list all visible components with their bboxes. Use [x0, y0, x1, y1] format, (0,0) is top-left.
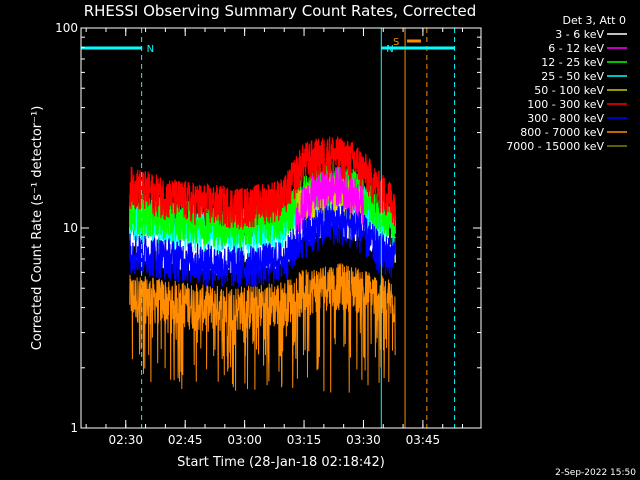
legend-entry-label: 3 - 6 keV — [555, 28, 604, 41]
series-trace — [129, 136, 396, 230]
annotation-label: S — [393, 37, 399, 48]
series-6-12-kev — [295, 166, 365, 241]
legend-entry-label: 7000 - 15000 keV — [506, 140, 604, 153]
annotation-label: N — [147, 44, 154, 55]
series-trace — [129, 204, 396, 289]
y-tick-label: 1 — [70, 421, 78, 435]
x-axis-label: Start Time (28-Jan-18 02:18:42) — [177, 455, 385, 470]
legend-title: Det 3, Att 0 — [563, 14, 627, 27]
x-tick-label: 03:00 — [227, 433, 262, 447]
legend-entry-label: 12 - 25 keV — [541, 56, 604, 69]
series-trace — [129, 263, 396, 393]
y-tick-label: 10 — [63, 221, 78, 235]
series-layer — [129, 136, 396, 393]
x-tick-label: 03:45 — [406, 433, 441, 447]
axis-layer: 02:30 02:45 03:00 03:15 03:30 03:45 1 10 100 — [55, 21, 481, 447]
legend-entry-label: 300 - 800 keV — [527, 112, 604, 125]
y-axis-label: Corrected Count Rate (s⁻¹ detector⁻¹) — [30, 106, 45, 351]
series-800-7000-kev — [129, 263, 396, 393]
x-tick-label: 02:30 — [108, 433, 143, 447]
overlay-layer: N NS — [81, 28, 456, 428]
chart-title: RHESSI Observing Summary Count Rates, Co… — [84, 2, 477, 20]
footer-timestamp: 2-Sep-2022 15:50 — [555, 468, 636, 478]
legend-entry-label: 100 - 300 keV — [527, 98, 604, 111]
legend-entry-label: 6 - 12 keV — [548, 42, 604, 55]
x-tick-label: 03:30 — [346, 433, 381, 447]
legend-entry-label: 25 - 50 keV — [541, 70, 604, 83]
x-tick-label: 02:45 — [168, 433, 203, 447]
series-100-300-kev — [129, 136, 396, 230]
legend-entry-label: 50 - 100 keV — [534, 84, 604, 97]
legend-entry-label: 800 - 7000 keV — [520, 126, 604, 139]
annotation-label: N — [386, 44, 393, 55]
x-tick-label: 03:15 — [287, 433, 322, 447]
y-tick-label: 100 — [55, 21, 78, 35]
series-300-800-kev — [129, 204, 396, 289]
series-trace — [295, 166, 365, 241]
